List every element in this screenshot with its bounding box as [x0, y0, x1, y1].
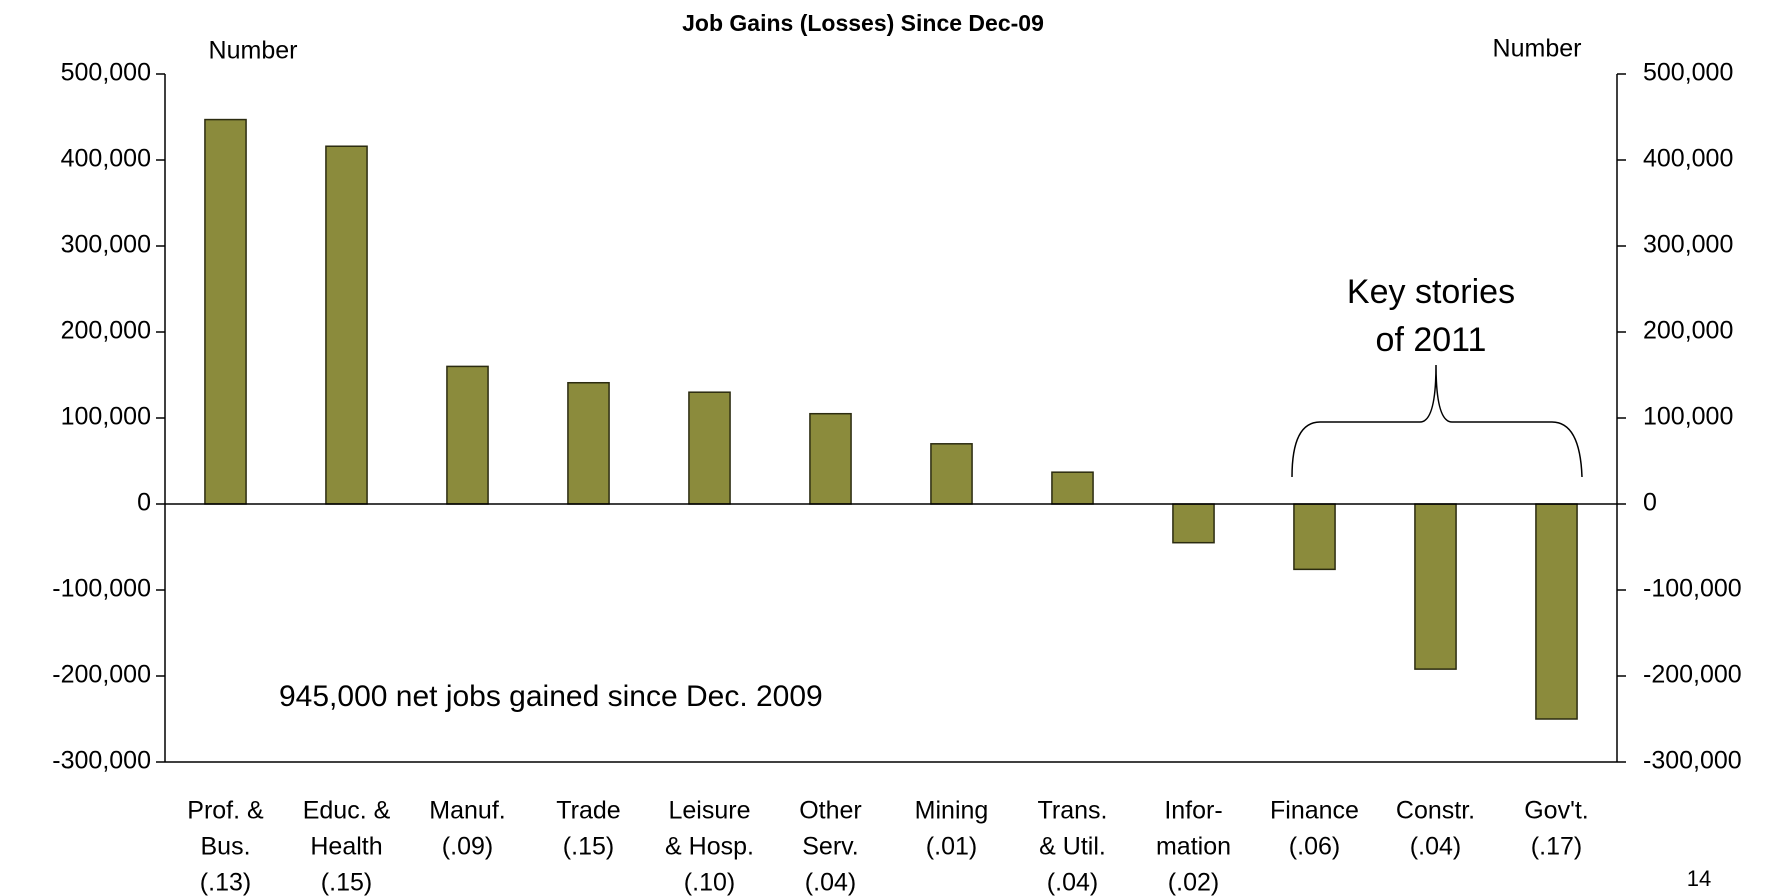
- x-tick-label: (.04): [805, 869, 856, 896]
- x-tick-label: mation: [1156, 833, 1231, 861]
- x-tick-label: Constr.: [1396, 797, 1475, 825]
- bar: [688, 391, 731, 505]
- y2-tick-label: -200,000: [1643, 661, 1742, 689]
- x-tick-label: Mining: [915, 797, 989, 825]
- brace: [1291, 364, 1583, 478]
- y2-tick-label: 0: [1643, 489, 1657, 517]
- x-tick-label: (.13): [200, 869, 251, 896]
- bar: [446, 365, 489, 505]
- bar: [567, 381, 610, 505]
- chart-title: Job Gains (Losses) Since Dec-09: [682, 10, 1044, 36]
- y-tick-label: 400,000: [61, 145, 151, 173]
- bar: [1293, 503, 1336, 571]
- y2-tick-label: 200,000: [1643, 317, 1733, 345]
- bar: [325, 145, 368, 505]
- y2-tick-label: 500,000: [1643, 59, 1733, 87]
- annotation: 945,000 net jobs gained since Dec. 2009: [279, 680, 823, 713]
- y-tick-label: 300,000: [61, 231, 151, 259]
- page-number: 14: [1687, 866, 1711, 891]
- y-axis-label: Number: [209, 37, 298, 65]
- x-tick-label: Trans.: [1038, 797, 1108, 825]
- y-tick-label: -200,000: [52, 661, 151, 689]
- x-tick-label: (.04): [1410, 833, 1461, 861]
- x-tick-label: Educ. &: [303, 797, 391, 825]
- x-tick-label: (.15): [563, 833, 614, 861]
- bar: [809, 412, 852, 505]
- bar: [1535, 503, 1578, 720]
- x-tick-label: Trade: [556, 797, 620, 825]
- x-tick-label: (.17): [1531, 833, 1582, 861]
- y2-tick-label: -100,000: [1643, 575, 1742, 603]
- bar: [1414, 503, 1457, 670]
- x-tick-label: Manuf.: [429, 797, 505, 825]
- y2-tick-label: 100,000: [1643, 403, 1733, 431]
- y-tick-label: 200,000: [61, 317, 151, 345]
- y2-tick-label: -300,000: [1643, 747, 1742, 775]
- y-tick-label: 500,000: [61, 59, 151, 87]
- x-tick-label: (.01): [926, 833, 977, 861]
- y-tick-label: 100,000: [61, 403, 151, 431]
- y-tick-label: -100,000: [52, 575, 151, 603]
- y2-tick-label: 300,000: [1643, 231, 1733, 259]
- x-tick-label: (.04): [1047, 869, 1098, 896]
- x-tick-label: & Util.: [1039, 833, 1106, 861]
- x-tick-label: & Hosp.: [665, 833, 754, 861]
- bar: [930, 443, 973, 505]
- bar: [1051, 471, 1094, 505]
- y2-tick-label: 400,000: [1643, 145, 1733, 173]
- x-tick-label: Prof. &: [187, 797, 264, 825]
- annotation: of 2011: [1376, 321, 1487, 359]
- y2-axis-label: Number: [1493, 35, 1582, 63]
- y-tick-label: 0: [137, 489, 151, 517]
- x-tick-label: Finance: [1270, 797, 1359, 825]
- x-tick-label: (.15): [321, 869, 372, 896]
- x-tick-label: (.06): [1289, 833, 1340, 861]
- bar: [1172, 503, 1215, 544]
- x-tick-label: Infor-: [1164, 797, 1222, 825]
- x-tick-label: Serv.: [802, 833, 859, 861]
- bar: [204, 118, 247, 505]
- annotation: Key stories: [1347, 273, 1515, 311]
- x-tick-label: (.09): [442, 833, 493, 861]
- y-tick-label: -300,000: [52, 747, 151, 775]
- x-tick-label: Other: [799, 797, 862, 825]
- x-tick-label: Leisure: [669, 797, 751, 825]
- x-tick-label: Gov't.: [1524, 797, 1589, 825]
- x-tick-label: (.02): [1168, 869, 1219, 896]
- x-tick-label: (.10): [684, 869, 735, 896]
- x-tick-label: Bus.: [200, 833, 250, 861]
- x-tick-label: Health: [310, 833, 382, 861]
